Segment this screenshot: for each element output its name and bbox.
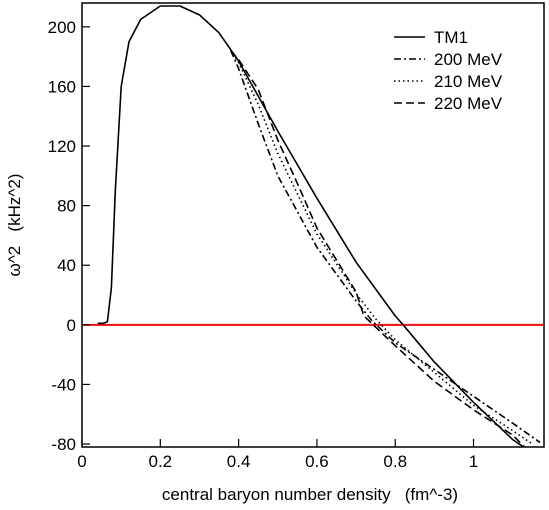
legend-label: 210 MeV xyxy=(434,72,503,91)
series-group xyxy=(97,5,541,447)
y-tick-label: 80 xyxy=(57,197,76,216)
x-tick-label: 0.2 xyxy=(148,452,172,471)
x-tick-label: 0.8 xyxy=(383,452,407,471)
y-tick-label: -40 xyxy=(51,375,76,394)
series-line-200-mev xyxy=(230,50,541,444)
x-axis-label: central baryon number density (fm^-3) xyxy=(162,485,458,504)
legend-label: TM1 xyxy=(434,28,468,47)
y-axis: -80 -40 0 40 80 120 160 200 xyxy=(48,18,90,454)
y-tick-label: 0 xyxy=(67,316,76,335)
x-tick-label: 0.4 xyxy=(227,452,251,471)
legend: TM1 200 MeV 210 MeV 220 MeV xyxy=(394,28,503,113)
x-tick-label: 0 xyxy=(77,452,86,471)
y-tick-label: 40 xyxy=(57,256,76,275)
y-tick-label: 160 xyxy=(48,77,76,96)
y-axis-label: ω^2 (kHz^2) xyxy=(5,174,24,277)
y-tick-label: 200 xyxy=(48,18,76,37)
x-tick-label: 1 xyxy=(469,452,478,471)
legend-label: 200 MeV xyxy=(434,50,503,69)
y-tick-label: 120 xyxy=(48,137,76,156)
legend-label: 220 MeV xyxy=(434,94,503,113)
x-tick-label: 0.6 xyxy=(305,452,329,471)
plot-frame xyxy=(81,2,545,448)
series-line-tm1 xyxy=(97,5,525,447)
y-tick-label: -80 xyxy=(51,435,76,454)
x-axis: 0 0.2 0.4 0.6 0.8 1 xyxy=(77,439,478,471)
